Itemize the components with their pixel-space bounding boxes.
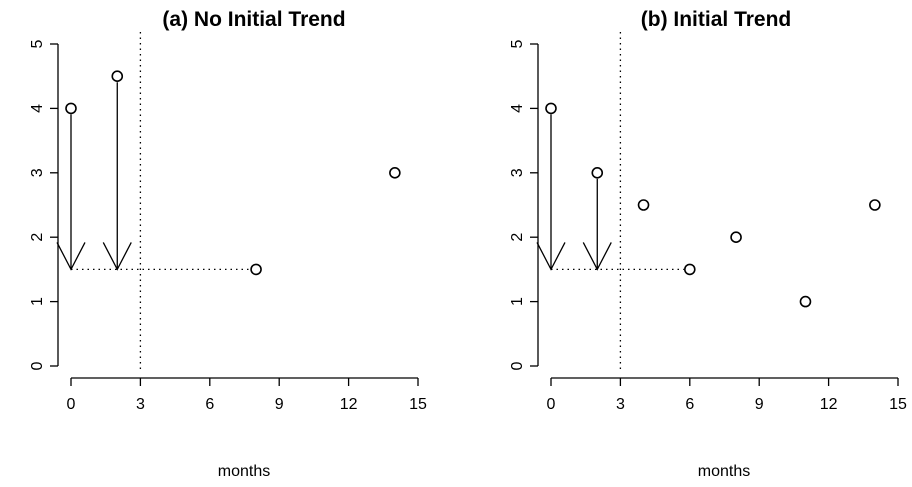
x-tick-label: 9 [755, 396, 764, 413]
panel-title: (b) Initial Trend [641, 8, 792, 31]
x-axis-label: months [698, 463, 750, 480]
x-tick-label: 12 [820, 396, 838, 413]
data-point [65, 102, 77, 115]
arrow-head [582, 242, 612, 271]
y-tick-label: 5 [29, 39, 46, 48]
panel-a: (a) No Initial Trend months 0 3 6 9 12 150123… [29, 8, 427, 480]
x-tick-label: 15 [889, 396, 907, 413]
y-tick-label: 3 [29, 168, 46, 177]
data-point [591, 167, 604, 179]
x-tick-label: 6 [685, 396, 694, 413]
x-tick-label: 9 [275, 396, 284, 413]
y-tick-label: 2 [509, 233, 526, 242]
arrow-head [56, 242, 86, 271]
x-axis-label: months [218, 463, 270, 480]
arrow-head [536, 242, 566, 271]
data-point [684, 263, 696, 276]
data-point [389, 167, 401, 179]
y-tick-label: 1 [29, 297, 46, 306]
x-tick-label: 3 [616, 396, 625, 413]
y-tick-label: 3 [509, 168, 526, 177]
panel-title: (a) No Initial Trend [162, 8, 345, 31]
data-point [799, 295, 812, 308]
data-point [545, 102, 557, 115]
data-point [869, 199, 881, 211]
y-tick-label: 1 [509, 297, 526, 306]
arrow-head [102, 242, 132, 271]
y-tick-label: 4 [509, 104, 526, 113]
x-tick-label: 3 [136, 396, 145, 413]
y-tick-label: 0 [29, 361, 46, 370]
data-point [250, 263, 262, 276]
data-point [730, 231, 742, 243]
data-point [637, 199, 650, 211]
y-tick-label: 2 [29, 233, 46, 242]
y-tick-label: 4 [29, 104, 46, 113]
x-tick-label: 0 [67, 396, 76, 413]
x-tick-label: 0 [547, 396, 556, 413]
x-tick-label: 15 [409, 396, 427, 413]
data-point [111, 70, 124, 82]
x-tick-label: 12 [340, 396, 358, 413]
y-tick-label: 5 [509, 39, 526, 48]
x-tick-label: 6 [205, 396, 214, 413]
y-tick-label: 0 [509, 361, 526, 370]
